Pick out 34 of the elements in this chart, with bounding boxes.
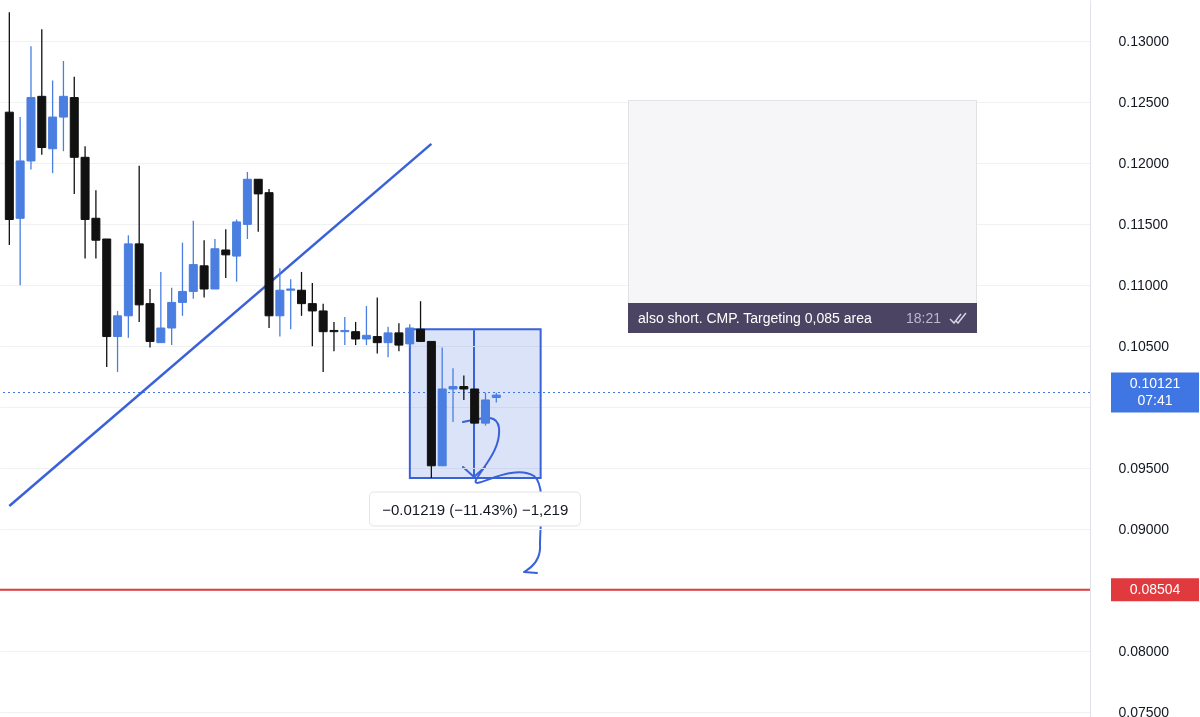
- y-tick-label: 0.09500: [1118, 459, 1170, 476]
- y-tick-label: 0.13000: [1118, 32, 1170, 49]
- y-tick-label: 0.09000: [1118, 520, 1170, 537]
- y-tick-label: 0.12500: [1118, 93, 1170, 110]
- screenshot-picture: also short. CMP. Targeting 0,085 area 18:21: [628, 100, 977, 333]
- candlestick: [113, 310, 123, 373]
- candlestick: [297, 271, 307, 317]
- candlestick: [177, 242, 187, 317]
- y-tick-label: 0.12000: [1118, 154, 1170, 171]
- candlestick: [372, 296, 382, 355]
- candlestick: [459, 374, 469, 401]
- candlestick: [351, 321, 361, 346]
- ref-line-label: 0.08504: [1129, 580, 1181, 597]
- candlestick: [394, 322, 404, 352]
- y-tick-label: 0.11000: [1118, 276, 1169, 293]
- y-tick-label: 0.11500: [1118, 215, 1169, 232]
- y-tick-label: 0.08000: [1118, 642, 1170, 659]
- y-tick-label: 0.07500: [1118, 703, 1170, 717]
- candlestick: [199, 239, 209, 299]
- ref-line-label: 0.10121 07:41: [1129, 375, 1181, 409]
- candlestick: [361, 305, 371, 346]
- candlestick: [221, 228, 231, 279]
- candlestick: [156, 271, 166, 344]
- candlestick: [58, 60, 68, 152]
- annotation: 18:21: [905, 310, 941, 326]
- candlestick: [340, 316, 350, 346]
- candlestick: [383, 326, 393, 358]
- candlestick: [416, 300, 426, 343]
- band-label: −0.01219 (−11.43%) −1,219: [369, 491, 582, 527]
- candlestick: [480, 391, 490, 427]
- candlestick: [307, 282, 317, 347]
- candlestick: [405, 323, 415, 349]
- y-tick-label: 0.10500: [1118, 337, 1170, 354]
- annotation: also short. CMP. Targeting 0,085 area: [638, 310, 872, 326]
